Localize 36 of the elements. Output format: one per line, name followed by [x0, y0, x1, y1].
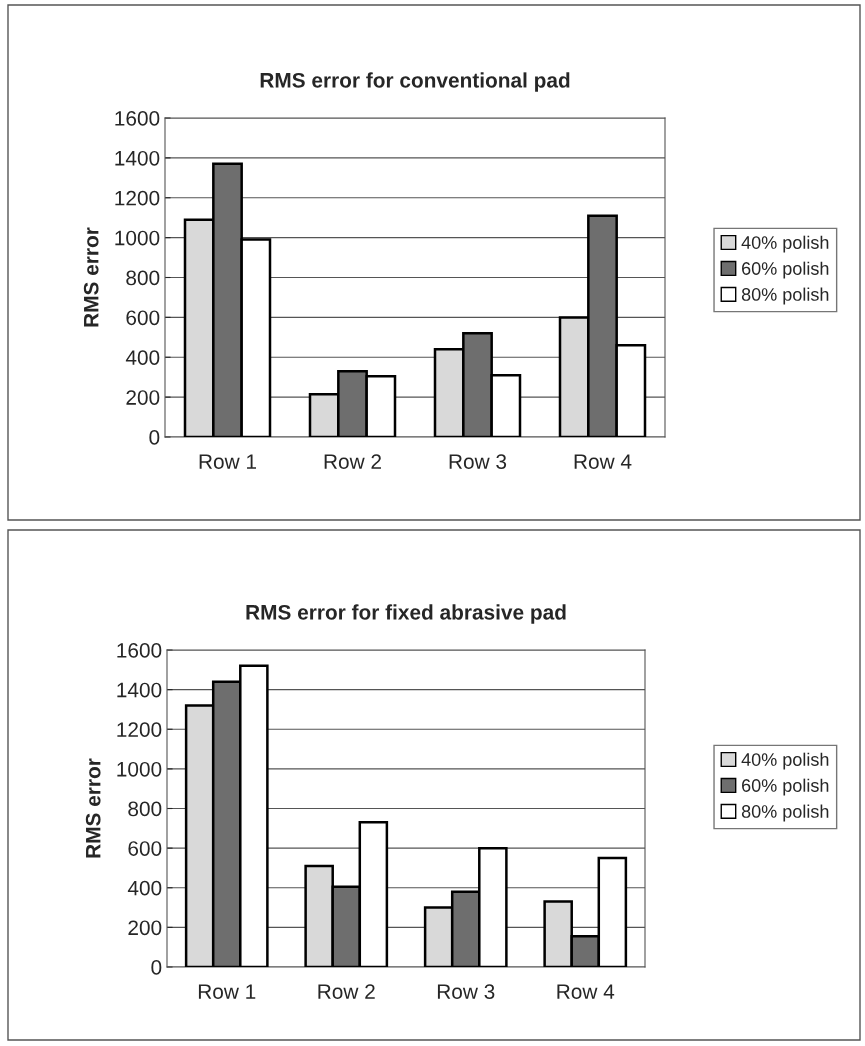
y-tick-label: 1000	[115, 230, 160, 246]
x-tick-label: Row 3	[437, 984, 495, 999]
x-tick-label: Row 3	[449, 454, 507, 469]
y-tick-label: 400	[127, 880, 162, 896]
y-axis-title: RMS error	[83, 227, 99, 327]
y-tick-label: 600	[128, 841, 162, 856]
y-tick-label: 800	[126, 270, 160, 286]
x-tick-label: Row 2	[318, 984, 375, 999]
y-tick-label: 800	[128, 801, 162, 817]
x-tick-label: Row 4	[557, 984, 615, 999]
y-tick-label: 200	[126, 390, 160, 405]
y-tick-label: 0	[149, 430, 160, 445]
y-tick-label: 1200	[117, 722, 162, 737]
y-tick-label: 1400	[117, 682, 162, 698]
x-tick-label: Row 1	[198, 984, 256, 999]
legend-label: 60% polish	[742, 261, 829, 279]
legend-label: 80% polish	[741, 287, 829, 305]
legend-label: 60% polish	[742, 778, 829, 796]
x-tick-label: Row 1	[199, 454, 257, 469]
y-tick-label: 600	[126, 310, 160, 326]
chart-title: RMS error for fixed abrasive pad	[246, 604, 566, 624]
y-tick-label: 1600	[117, 643, 162, 658]
y-tick-label: 1000	[117, 761, 162, 777]
y-axis-title: RMS error	[85, 758, 101, 858]
x-tick-label: Row 4	[574, 454, 632, 469]
legend-label: 40% polish	[741, 235, 829, 253]
x-tick-label: Row 2	[324, 454, 381, 469]
legend-label: 40% polish	[741, 752, 829, 770]
y-tick-label: 1200	[115, 190, 160, 206]
chart-title: RMS error for conventional pad	[260, 72, 570, 92]
y-tick-label: 1400	[115, 150, 160, 166]
y-tick-label: 0	[151, 960, 162, 975]
y-tick-label: 400	[125, 350, 160, 365]
legend-label: 80% polish	[741, 804, 829, 822]
y-tick-label: 200	[128, 920, 162, 936]
y-tick-label: 1600	[115, 111, 160, 126]
